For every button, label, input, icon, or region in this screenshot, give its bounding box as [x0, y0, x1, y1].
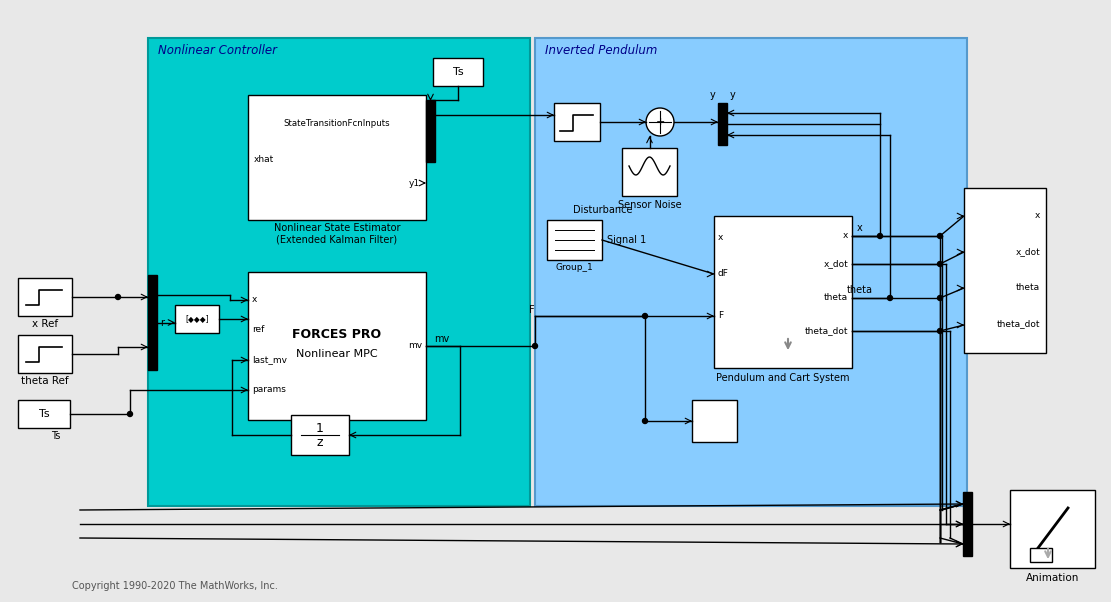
Text: xhat: xhat [254, 155, 274, 164]
Text: Inverted Pendulum: Inverted Pendulum [546, 45, 658, 58]
Text: x_dot: x_dot [823, 259, 848, 268]
Bar [554, 103, 600, 141]
Circle shape [938, 329, 942, 334]
Bar [963, 492, 972, 556]
Bar [964, 188, 1045, 353]
Bar [547, 220, 602, 260]
Text: Ts: Ts [51, 431, 61, 441]
Text: y1: y1 [409, 179, 420, 187]
Bar [18, 278, 72, 316]
Circle shape [878, 234, 882, 238]
Bar [248, 95, 426, 220]
Text: Signal 1: Signal 1 [608, 235, 647, 245]
Text: (Extended Kalman Filter): (Extended Kalman Filter) [277, 235, 398, 245]
Circle shape [532, 344, 538, 349]
Text: theta: theta [824, 294, 848, 302]
Bar [622, 148, 677, 196]
Text: FORCES PRO: FORCES PRO [292, 327, 381, 341]
Text: x: x [252, 296, 258, 305]
Text: Pendulum and Cart System: Pendulum and Cart System [717, 373, 850, 383]
Text: x: x [1034, 211, 1040, 220]
Circle shape [642, 314, 648, 318]
Text: Nonlinear MPC: Nonlinear MPC [297, 349, 378, 359]
Bar [248, 272, 426, 420]
Text: theta_dot: theta_dot [804, 326, 848, 335]
Text: F: F [718, 311, 723, 320]
Bar [148, 38, 530, 506]
Bar [714, 216, 852, 368]
Text: Ts: Ts [452, 67, 463, 77]
Text: last_mv: last_mv [252, 356, 287, 364]
Text: mv: mv [434, 334, 449, 344]
Text: Copyright 1990-2020 The MathWorks, Inc.: Copyright 1990-2020 The MathWorks, Inc. [72, 581, 278, 591]
Text: x_dot: x_dot [1015, 247, 1040, 256]
Bar [18, 335, 72, 373]
Text: params: params [252, 385, 286, 394]
Text: Disturbance: Disturbance [573, 205, 632, 215]
Text: +: + [655, 117, 664, 127]
Text: z: z [317, 435, 323, 448]
Text: dF: dF [718, 270, 729, 279]
Text: Ts: Ts [39, 409, 49, 419]
Text: Nonlinear State Estimator: Nonlinear State Estimator [273, 223, 400, 233]
Bar [692, 400, 737, 442]
Text: StateTransitionFcnInputs: StateTransitionFcnInputs [283, 119, 390, 128]
Bar [1010, 490, 1095, 568]
Circle shape [116, 294, 120, 300]
Text: theta Ref: theta Ref [21, 376, 69, 386]
Text: theta_dot: theta_dot [997, 320, 1040, 329]
Text: r: r [160, 317, 164, 327]
Text: y: y [709, 90, 715, 100]
Text: 1: 1 [316, 423, 324, 435]
Circle shape [938, 296, 942, 300]
Circle shape [938, 234, 942, 238]
Bar [1030, 548, 1052, 562]
Bar [426, 100, 436, 162]
Text: x: x [842, 232, 848, 241]
Text: x Ref: x Ref [32, 319, 58, 329]
Bar [291, 415, 349, 455]
Bar [536, 38, 967, 506]
Text: ref: ref [252, 326, 264, 335]
Text: [◆◆◆]: [◆◆◆] [186, 314, 209, 323]
Circle shape [938, 261, 942, 267]
Circle shape [888, 296, 892, 300]
Text: theta: theta [847, 285, 873, 295]
Bar [176, 305, 219, 333]
Circle shape [642, 418, 648, 423]
Bar [718, 103, 727, 145]
Circle shape [128, 412, 132, 417]
Text: x: x [857, 223, 863, 233]
Circle shape [645, 108, 674, 136]
Bar [148, 275, 157, 370]
Bar [18, 400, 70, 428]
Text: Nonlinear Controller: Nonlinear Controller [158, 45, 277, 58]
Text: theta: theta [1015, 284, 1040, 293]
Bar [433, 58, 483, 86]
Text: Sensor Noise: Sensor Noise [618, 200, 681, 210]
Text: mv: mv [408, 341, 422, 350]
Text: y: y [730, 90, 735, 100]
Text: Group_1: Group_1 [556, 264, 593, 273]
Text: F: F [529, 305, 536, 315]
Text: Animation: Animation [1025, 573, 1079, 583]
Text: x: x [718, 234, 723, 243]
